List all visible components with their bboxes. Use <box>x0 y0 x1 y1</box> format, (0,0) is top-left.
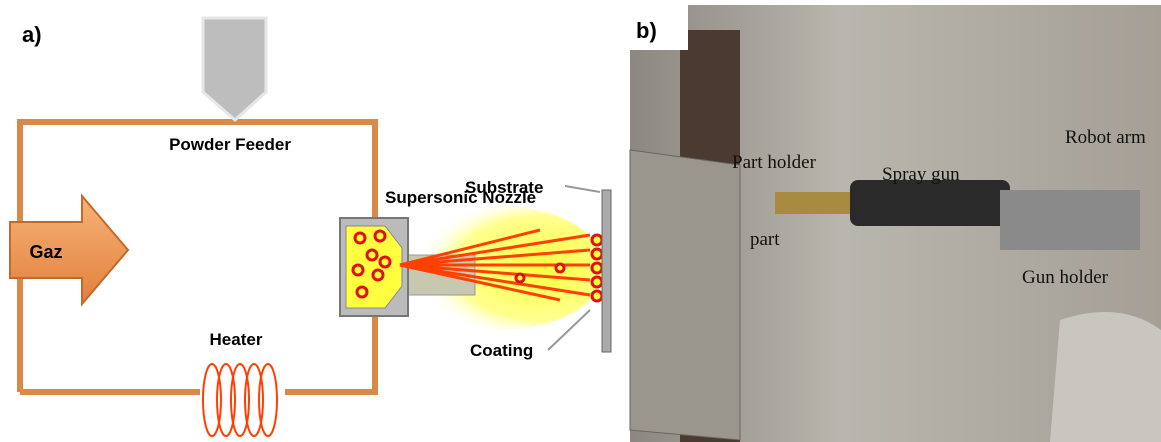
part-label: part <box>750 229 780 250</box>
panel-a: a) Powder Feeder Gaz Substrate Supersoni… <box>10 18 611 436</box>
part <box>630 150 740 440</box>
powder-feeder-icon <box>203 18 266 120</box>
pointer <box>565 186 600 192</box>
robot-arm-label: Robot arm <box>1065 127 1146 148</box>
robot-cover <box>1050 312 1161 442</box>
nozzle-label: Supersonic Nozzle <box>385 188 536 207</box>
spray-gun-label: Spray gun <box>882 164 960 185</box>
coating-label: Coating <box>470 341 533 360</box>
gas-arrow <box>10 196 128 304</box>
gas-label: Gaz <box>29 242 62 262</box>
heater-label: Heater <box>210 330 263 349</box>
panel-label: b) <box>636 18 657 43</box>
spray-gun <box>850 180 1010 226</box>
heater-coil <box>203 364 277 436</box>
part-holder-label: Part holder <box>732 152 817 173</box>
panel-label: a) <box>22 22 42 47</box>
panel-b: b) Part holder Spray gun Robot arm part … <box>630 5 1161 442</box>
gun-holder <box>1000 190 1140 250</box>
powder-feeder-label: Powder Feeder <box>169 135 291 154</box>
substrate-plate <box>602 190 611 352</box>
figure: a) Powder Feeder Gaz Substrate Supersoni… <box>0 0 1161 442</box>
gun-holder-label: Gun holder <box>1022 267 1109 288</box>
